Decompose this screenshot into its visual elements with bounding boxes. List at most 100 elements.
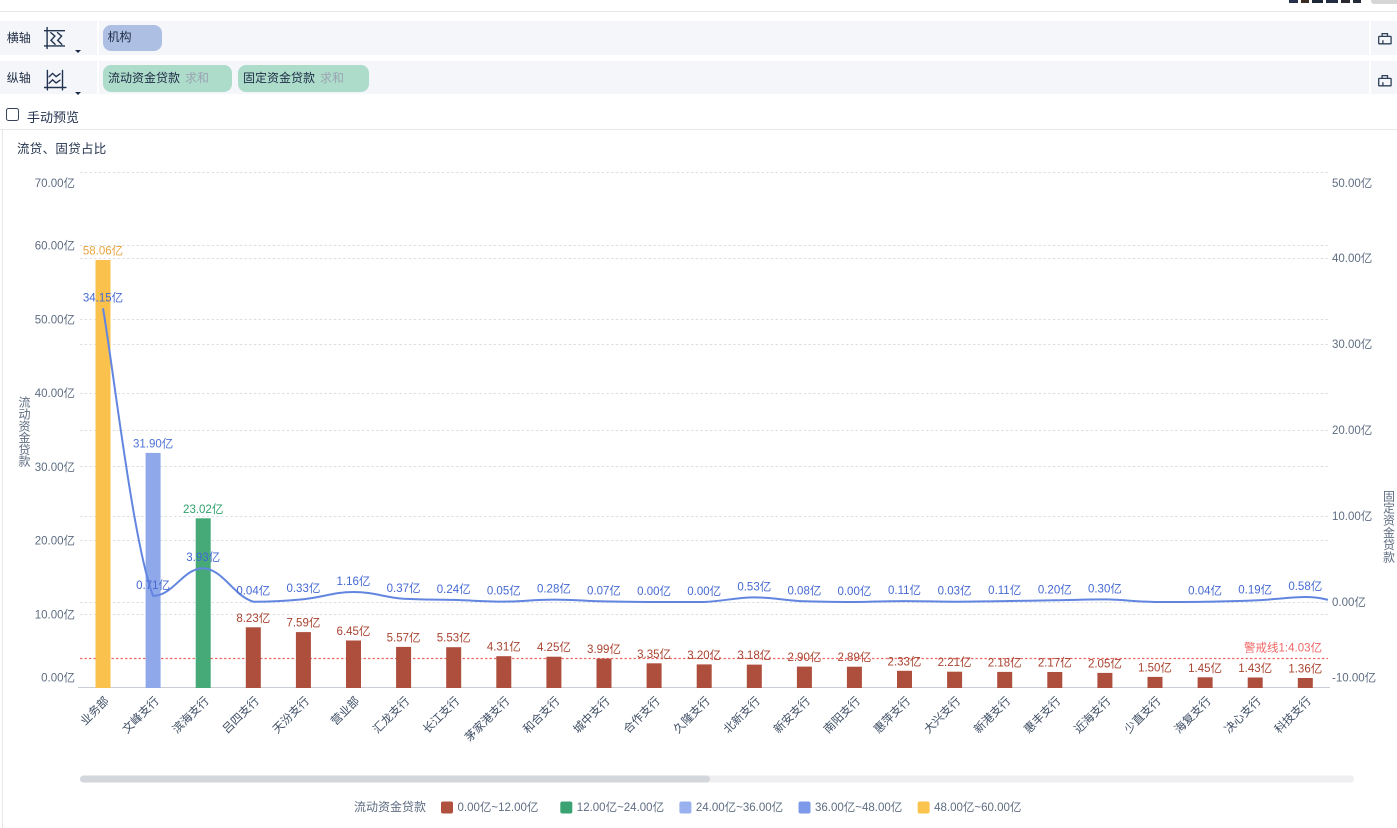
svg-text:34.15亿: 34.15亿 — [83, 291, 123, 304]
svg-text:惠丰支行: 惠丰支行 — [1021, 694, 1063, 736]
svg-text:资: 资 — [18, 419, 30, 433]
svg-text:滨海支行: 滨海支行 — [169, 694, 211, 736]
svg-text:0.53亿: 0.53亿 — [737, 580, 771, 593]
svg-text:36.00亿~48.00亿: 36.00亿~48.00亿 — [815, 801, 902, 814]
svg-text:文峰支行: 文峰支行 — [119, 694, 161, 736]
svg-text:3.20亿: 3.20亿 — [687, 649, 721, 662]
svg-text:2.21亿: 2.21亿 — [938, 656, 972, 669]
svg-text:长江支行: 长江支行 — [421, 694, 463, 736]
svg-text:8.23亿: 8.23亿 — [236, 612, 270, 625]
svg-text:12.00亿~24.00亿: 12.00亿~24.00亿 — [577, 801, 664, 814]
svg-text:24.00亿~36.00亿: 24.00亿~36.00亿 — [696, 801, 783, 814]
svg-text:1.50亿: 1.50亿 — [1138, 661, 1172, 674]
svg-text:1.45亿: 1.45亿 — [1188, 662, 1222, 675]
svg-text:23.02亿: 23.02亿 — [183, 503, 223, 516]
svg-text:0.00亿~12.00亿: 0.00亿~12.00亿 — [458, 801, 539, 814]
svg-text:资: 资 — [1383, 514, 1395, 528]
svg-text:流贷、固贷占比: 流贷、固贷占比 — [17, 141, 107, 156]
svg-text:3.35亿: 3.35亿 — [637, 648, 671, 661]
svg-text:0.00亿: 0.00亿 — [1332, 596, 1366, 609]
svg-text:30.00亿: 30.00亿 — [1332, 338, 1372, 351]
svg-text:0.11亿: 0.11亿 — [888, 584, 921, 597]
svg-text:30.00亿: 30.00亿 — [35, 461, 75, 474]
svg-text:吕四支行: 吕四支行 — [220, 694, 262, 736]
svg-text:定: 定 — [1383, 501, 1395, 516]
svg-text:金: 金 — [18, 430, 30, 445]
svg-text:0.33亿: 0.33亿 — [286, 582, 320, 595]
svg-text:2.89亿: 2.89亿 — [837, 651, 871, 664]
svg-text:2.05亿: 2.05亿 — [1088, 657, 1122, 670]
svg-text:茅家港支行: 茅家港支行 — [462, 694, 513, 745]
svg-text:0.37亿: 0.37亿 — [387, 582, 421, 595]
svg-text:2.90亿: 2.90亿 — [787, 651, 821, 664]
svg-text:贷: 贷 — [18, 443, 30, 457]
svg-text:-10.00亿: -10.00亿 — [1332, 671, 1376, 684]
svg-text:0.00亿: 0.00亿 — [637, 585, 671, 598]
svg-text:2.33亿: 2.33亿 — [888, 655, 922, 668]
svg-text:0.30亿: 0.30亿 — [1088, 582, 1122, 595]
svg-text:0.71亿: 0.71亿 — [136, 579, 170, 592]
svg-text:少直支行: 少直支行 — [1121, 694, 1163, 736]
svg-text:31.90亿: 31.90亿 — [133, 437, 173, 450]
svg-text:4.25亿: 4.25亿 — [537, 641, 571, 654]
svg-text:2.18亿: 2.18亿 — [988, 656, 1022, 669]
svg-text:金: 金 — [1383, 525, 1395, 540]
svg-text:3.99亿: 3.99亿 — [587, 643, 621, 656]
svg-text:海复支行: 海复支行 — [1171, 694, 1213, 736]
svg-text:惠萍支行: 惠萍支行 — [871, 694, 913, 736]
svg-text:0.58亿: 0.58亿 — [1288, 580, 1322, 593]
svg-text:3.93亿: 3.93亿 — [186, 551, 220, 564]
svg-text:0.03亿: 0.03亿 — [938, 585, 972, 598]
svg-text:业务部: 业务部 — [77, 694, 111, 728]
svg-text:6.45亿: 6.45亿 — [337, 625, 371, 638]
svg-text:5.57亿: 5.57亿 — [387, 631, 421, 644]
svg-text:1.36亿: 1.36亿 — [1288, 663, 1322, 676]
svg-text:流动资金贷款: 流动资金贷款 — [354, 799, 426, 814]
svg-text:7.59亿: 7.59亿 — [286, 617, 320, 630]
svg-text:固: 固 — [1383, 489, 1395, 503]
svg-text:10.00亿: 10.00亿 — [1332, 510, 1372, 523]
svg-text:58.06亿: 58.06亿 — [83, 245, 123, 258]
svg-text:48.00亿~60.00亿: 48.00亿~60.00亿 — [934, 801, 1021, 814]
svg-text:动: 动 — [18, 408, 30, 422]
svg-text:0.08亿: 0.08亿 — [787, 584, 821, 597]
svg-text:汇龙支行: 汇龙支行 — [371, 694, 413, 736]
svg-text:和合支行: 和合支行 — [520, 694, 562, 736]
svg-text:2.17亿: 2.17亿 — [1038, 657, 1072, 670]
svg-text:10.00亿: 10.00亿 — [35, 608, 75, 621]
svg-text:20.00亿: 20.00亿 — [1332, 424, 1372, 437]
svg-text:北新支行: 北新支行 — [720, 694, 762, 736]
svg-text:南阳支行: 南阳支行 — [821, 694, 863, 736]
svg-text:0.24亿: 0.24亿 — [437, 583, 471, 596]
svg-text:款: 款 — [1383, 550, 1395, 564]
svg-text:大兴支行: 大兴支行 — [921, 694, 963, 736]
svg-text:0.28亿: 0.28亿 — [537, 583, 571, 596]
svg-text:0.04亿: 0.04亿 — [1188, 585, 1222, 598]
svg-text:40.00亿: 40.00亿 — [1332, 252, 1372, 265]
svg-text:0.00亿: 0.00亿 — [837, 585, 871, 598]
svg-text:科技支行: 科技支行 — [1271, 694, 1313, 736]
svg-text:40.00亿: 40.00亿 — [35, 387, 75, 400]
svg-text:4.31亿: 4.31亿 — [487, 641, 521, 654]
svg-text:60.00亿: 60.00亿 — [35, 240, 75, 253]
svg-text:新安支行: 新安支行 — [771, 694, 813, 736]
svg-text:久隆支行: 久隆支行 — [670, 694, 712, 736]
svg-text:营业部: 营业部 — [328, 694, 362, 728]
svg-text:新港支行: 新港支行 — [971, 694, 1013, 736]
svg-text:1.16亿: 1.16亿 — [337, 575, 371, 588]
svg-text:近海支行: 近海支行 — [1071, 694, 1113, 736]
svg-text:流: 流 — [18, 396, 30, 410]
svg-text:0.19亿: 0.19亿 — [1238, 583, 1272, 596]
svg-text:5.53亿: 5.53亿 — [437, 632, 471, 645]
svg-text:50.00亿: 50.00亿 — [1332, 177, 1372, 190]
svg-text:50.00亿: 50.00亿 — [35, 313, 75, 326]
svg-text:决心支行: 决心支行 — [1222, 694, 1264, 736]
svg-text:合作支行: 合作支行 — [620, 694, 662, 736]
svg-text:0.04亿: 0.04亿 — [236, 585, 270, 598]
svg-text:0.05亿: 0.05亿 — [487, 585, 521, 598]
svg-text:警戒线1:4.03亿: 警戒线1:4.03亿 — [1244, 641, 1322, 655]
svg-text:0.00亿: 0.00亿 — [41, 671, 75, 684]
svg-text:20.00亿: 20.00亿 — [35, 535, 75, 548]
svg-text:天汾支行: 天汾支行 — [270, 694, 312, 736]
svg-text:贷: 贷 — [1383, 538, 1395, 552]
